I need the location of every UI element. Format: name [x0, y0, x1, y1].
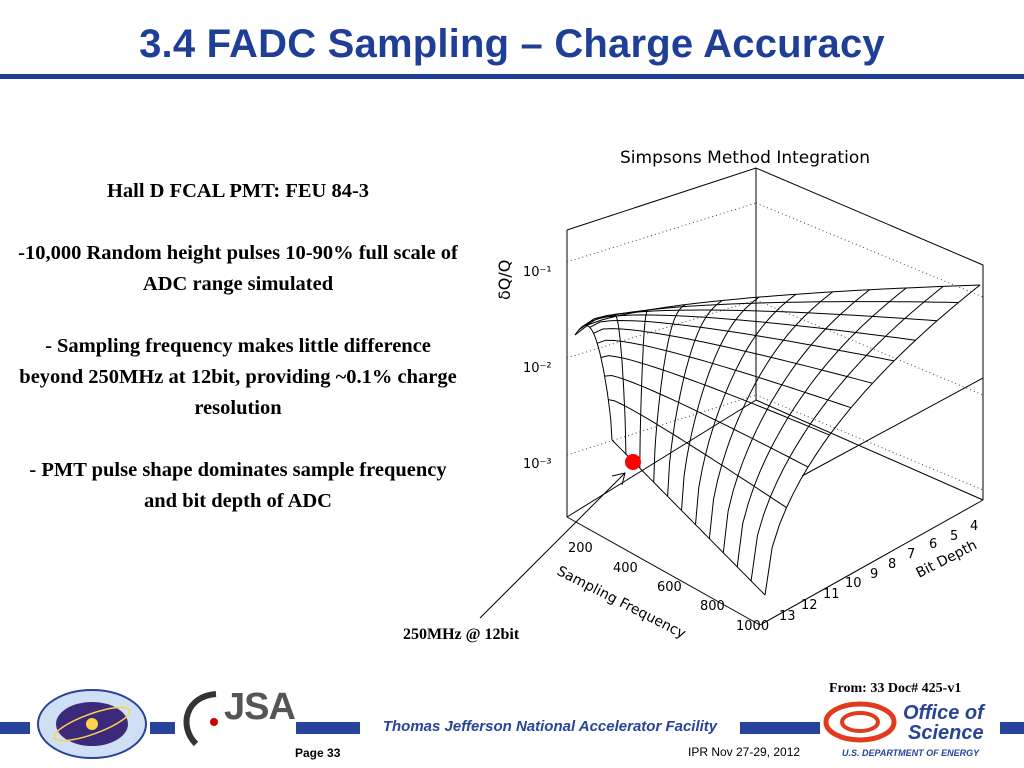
event-date: IPR Nov 27-29, 2012	[688, 745, 801, 759]
mesh-line-v	[578, 301, 959, 331]
page-number: Page 33	[295, 746, 341, 760]
mesh-line-v	[597, 339, 852, 409]
body-paragraph-pmt: - PMT pulse shape dominates sample frequ…	[29, 459, 447, 512]
x-tick-label: 800	[700, 599, 725, 614]
body-paragraph-heading: Hall D FCAL PMT: FEU 84-3	[106, 180, 370, 202]
x-tick-label: 600	[657, 580, 682, 595]
mesh-line-u	[708, 291, 834, 539]
doe-text: U.S. DEPARTMENT OF ENERGY	[842, 748, 980, 758]
z-tick-label-3: 10⁻³	[523, 457, 552, 472]
box-frame	[566, 167, 984, 626]
y-tick-label: 4	[970, 519, 978, 534]
mesh-line-u	[681, 296, 760, 511]
mesh-line-u	[750, 286, 944, 581]
body-paragraph-sampling: - Sampling frequency makes little differ…	[19, 335, 457, 419]
mesh-line-v	[608, 399, 787, 509]
z-tick-label-2: 10⁻²	[523, 361, 552, 376]
annotation-arrow	[479, 472, 626, 619]
mesh-line-v	[582, 309, 938, 328]
lab-name: Thomas Jefferson National Accelerator Fa…	[360, 718, 740, 735]
office-of-text: Office of	[903, 702, 984, 724]
y-tick-label: 5	[950, 529, 958, 544]
y-axis-label: Bit Depth	[914, 537, 980, 581]
mesh-line-u	[639, 309, 649, 469]
back-gridlines	[566, 202, 984, 491]
surface-chart: 10⁻¹ 10⁻² 10⁻³ δQ/Q Simpsons Method Inte…	[479, 148, 984, 642]
nuclear-physics-logo	[37, 689, 147, 759]
arrow-head	[611, 472, 626, 486]
mesh-line-u	[764, 284, 981, 596]
surface-mesh	[574, 284, 981, 596]
mesh-line-v	[574, 284, 981, 336]
mesh-line-u	[611, 313, 627, 455]
mesh-line-u	[736, 287, 907, 567]
mesh-line-u	[667, 300, 723, 497]
highlight-point-marker	[625, 454, 641, 470]
source-note: From: 33 Doc# 425-v1	[829, 681, 962, 696]
y-tick-label: 7	[907, 547, 915, 562]
slide-body: Hall D FCAL PMT: FEU 84-3 -10,000 Random…	[18, 176, 458, 517]
highlight-annotation: 250MHz @ 12bit	[403, 626, 520, 643]
x-tick-label: 200	[568, 541, 593, 556]
mesh-line-v	[593, 328, 873, 384]
footer-stripe	[0, 722, 1024, 734]
y-tick-label: 9	[870, 567, 878, 582]
slide-title: 3.4 FADC Sampling – Charge Accuracy	[139, 22, 885, 66]
y-tick-label: 6	[929, 537, 937, 552]
doe-seal-logo	[822, 700, 898, 744]
mesh-line-u	[574, 324, 613, 441]
x-tick-label: 1000	[736, 619, 769, 634]
x-tick-label: 400	[613, 561, 638, 576]
jsa-logo	[176, 686, 226, 755]
y-tick-label: 13	[779, 609, 796, 624]
jsa-logo-text: JSA	[224, 686, 296, 728]
y-tick-label: 12	[801, 598, 818, 613]
z-tick-label-1: 10⁻¹	[523, 265, 552, 280]
science-text: Science	[908, 722, 984, 744]
title-underline	[0, 74, 1024, 79]
mesh-line-v	[585, 314, 916, 341]
mesh-line-v	[600, 355, 830, 436]
chart-title: Simpsons Method Integration	[620, 148, 870, 168]
body-paragraph-pulses: -10,000 Random height pulses 10-90% full…	[18, 242, 458, 295]
mesh-line-v	[589, 319, 895, 362]
z-axis-label: δQ/Q	[495, 260, 514, 300]
y-tick-label: 11	[823, 587, 840, 602]
y-tick-label: 10	[845, 576, 862, 591]
y-tick-label: 8	[888, 557, 896, 572]
mesh-line-v	[604, 374, 809, 468]
